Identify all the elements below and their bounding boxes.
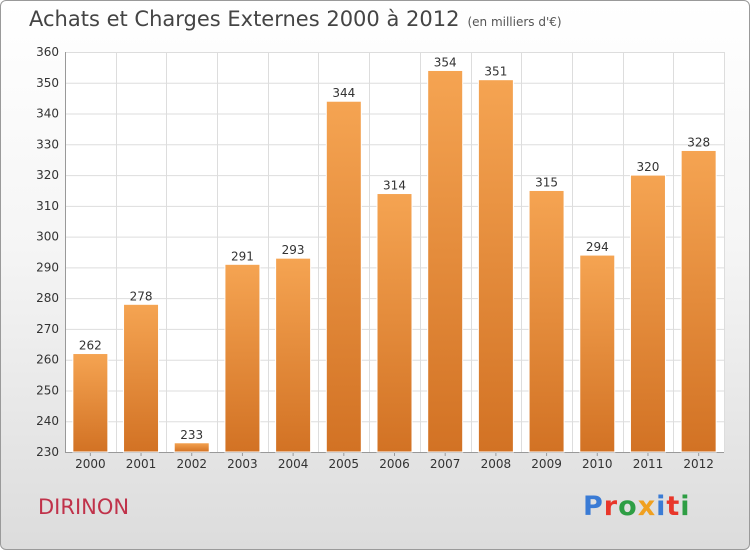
data-label: 262 [79,339,102,353]
y-tick-label: 350 [36,76,59,90]
labels: 262 278 233 291 293 344 314 354 351 315 294 320 328 [79,55,710,441]
proxiti-logo: Proxiti [583,491,691,522]
data-label: 294 [586,240,609,254]
x-tick-label: 2004 [278,457,309,471]
data-label: 328 [687,135,710,149]
logo-letter: P [583,491,604,522]
bar [376,193,413,453]
logo-letter: x [637,491,657,522]
data-label: 344 [332,86,355,100]
y-tick-label: 290 [36,260,59,274]
logo-letter: i [680,491,691,522]
x-tick-label: 2010 [582,457,613,471]
y-tick-label: 240 [36,414,59,428]
bar [173,442,210,453]
data-label: 315 [535,175,558,189]
bar [579,254,616,453]
x-tick-label: 2008 [481,457,512,471]
y-tick-label: 260 [36,353,59,367]
x-tick-label: 2011 [633,457,664,471]
y-tick-label: 320 [36,168,59,182]
bar [123,303,160,453]
bar [680,149,717,453]
data-label: 291 [231,249,254,263]
data-label: 293 [282,243,305,257]
y-tick-label: 270 [36,322,59,336]
bar [224,263,261,453]
chart-title-text: Achats et Charges Externes 2000 à 2012 [29,7,460,31]
y-tick-label: 250 [36,383,59,397]
logo-letter: i [656,491,667,522]
x-tick-label: 2003 [227,457,258,471]
x-tick-label: 2006 [379,457,410,471]
logo-letter: o [618,491,638,522]
y-tick-label: 280 [36,291,59,305]
x-tick-label: 2005 [329,457,360,471]
y-tick-label: 330 [36,137,59,151]
x-tick-label: 2007 [430,457,461,471]
commune-name: DIRINON [38,495,130,519]
data-label: 314 [383,179,406,193]
x-tick-label: 2000 [75,457,106,471]
bar [325,100,362,453]
bar [275,257,312,453]
chart-title: Achats et Charges Externes 2000 à 2012 (e… [29,7,562,31]
y-tick-label: 340 [36,107,59,121]
y-tick-label: 310 [36,199,59,213]
axes: 230 240 250 260 270 280 290 300 310 320 330 340 350 3… [36,45,724,471]
logo-letter: t [666,491,681,522]
data-label: 320 [637,160,660,174]
data-label: 354 [434,55,457,69]
y-tick-label: 360 [36,45,59,59]
x-tick-label: 2001 [126,457,157,471]
data-label: 278 [130,289,153,303]
data-label: 233 [180,428,203,442]
y-tick-label: 300 [36,230,59,244]
x-tick-label: 2002 [176,457,207,471]
bar [629,174,666,453]
logo-letter: r [603,491,619,522]
bar [477,79,514,453]
x-tick-label: 2012 [683,457,714,471]
bars [72,69,717,453]
x-tick-label: 2009 [531,457,562,471]
bar [427,69,464,453]
bar [72,353,109,453]
y-tick-label: 230 [36,445,59,459]
bar [528,189,565,453]
data-label: 351 [484,65,507,79]
chart-unit: (en milliers d'€) [467,15,562,29]
